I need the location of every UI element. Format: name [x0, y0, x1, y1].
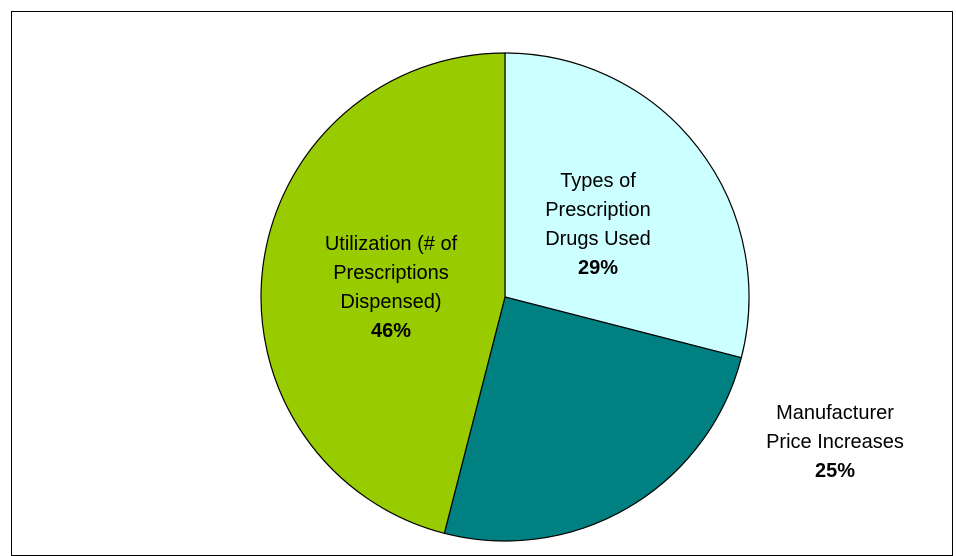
slice-label-line: Manufacturer	[776, 402, 894, 424]
slice-label-1: Types of Prescription Drugs Used 29%	[545, 170, 651, 279]
pie-slice-1	[504, 52, 750, 359]
slice-label-line: Dispensed)	[340, 291, 441, 313]
slice-value-label: 29%	[578, 257, 618, 279]
pie-labels: Types of Prescription Drugs Used 29% Manufac…	[325, 170, 904, 482]
slice-value-label: 25%	[815, 460, 855, 482]
pie-slice-2	[443, 296, 743, 542]
slice-value-label: 46%	[371, 320, 411, 342]
slice-label-line: Prescription	[545, 199, 651, 221]
slice-label-line: Drugs Used	[545, 228, 651, 250]
slice-label-line: Price Increases	[766, 431, 904, 453]
pie-slices	[260, 52, 750, 542]
slice-label-line: Types of	[560, 170, 636, 192]
slice-label-2: Manufacturer Price Increases 25%	[766, 402, 904, 482]
slice-label-line: Prescriptions	[333, 262, 449, 284]
slice-label-line: Utilization (# of	[325, 233, 458, 255]
slice-label-3: Utilization (# of Prescriptions Dispensed)…	[325, 233, 458, 342]
pie-slice-3	[260, 52, 506, 535]
